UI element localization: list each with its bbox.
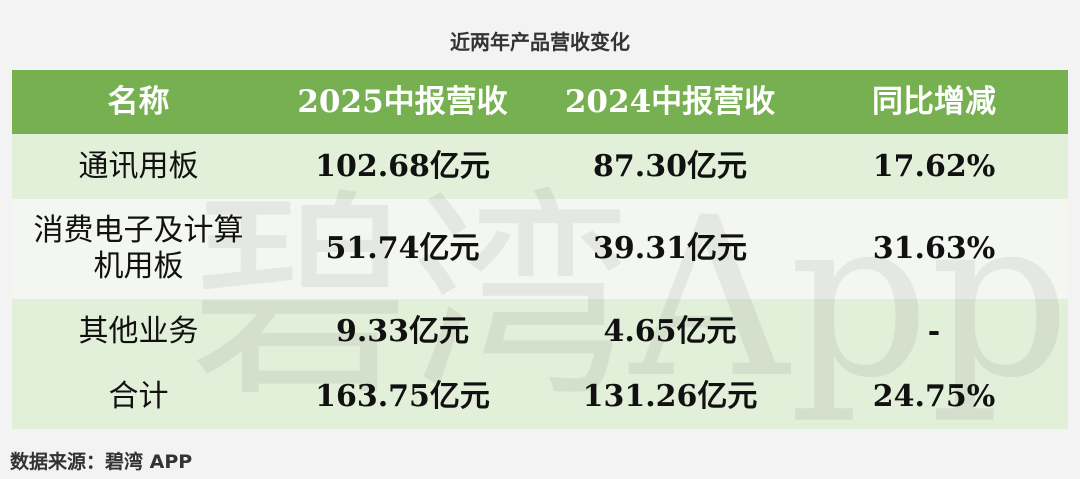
row-label: 消费电子及计算机用板 [33, 213, 244, 284]
row-label: 其他业务 [78, 313, 199, 349]
table-cell: 131.26亿元 [582, 378, 758, 414]
row-label: 通讯用板 [78, 148, 199, 184]
table-row: 消费电子及计算机用板 51.74亿元 39.31亿元 31.63% [12, 199, 1068, 299]
table-cell: 24.75% [872, 378, 996, 414]
table-title: 近两年产品营收变化 [450, 30, 630, 54]
table-cell: 87.30亿元 [593, 148, 747, 184]
header-cell: 同比增减 [872, 84, 996, 120]
table-cell: 17.62% [872, 148, 996, 184]
table-row: 其他业务 9.33亿元 4.65亿元 - [12, 299, 1068, 364]
table-cell: - [927, 313, 941, 349]
table-cell: 39.31亿元 [593, 231, 747, 266]
table-row: 通讯用板 102.68亿元 87.30亿元 17.62% [12, 134, 1068, 199]
table-cell: 31.63% [872, 231, 996, 266]
table-cell: 4.65亿元 [603, 313, 737, 349]
header-cell: 2024中报营收 [564, 84, 776, 120]
table-row: 合计 163.75亿元 131.26亿元 24.75% [12, 364, 1068, 429]
header-cell: 名称 [107, 84, 170, 120]
source-note: 数据来源：碧湾 APP [10, 451, 193, 473]
table-cell: 163.75亿元 [315, 378, 490, 414]
table-cell: 51.74亿元 [325, 231, 480, 266]
header-cell: 2025中报营收 [297, 84, 508, 120]
table-cell: 9.33亿元 [335, 313, 470, 349]
row-label: 合计 [108, 378, 169, 414]
table-cell: 102.68亿元 [315, 148, 490, 184]
header-row: 名称 2025中报营收 2024中报营收 同比增减 [12, 70, 1068, 134]
table: 名称 2025中报营收 2024中报营收 同比增减通讯用板 102.68亿元 87.30亿… [12, 70, 1068, 429]
